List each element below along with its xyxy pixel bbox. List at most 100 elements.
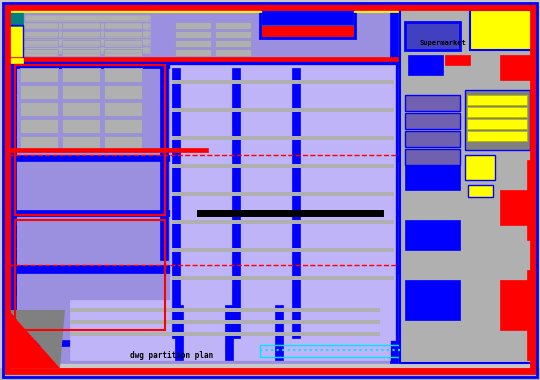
Bar [0,368,540,380]
Bar [62,136,100,150]
Bar [175,22,211,29]
Bar [8,225,16,235]
Bar [15,65,165,215]
Bar [170,65,395,340]
Bar [172,136,394,140]
Bar [62,102,100,116]
Bar [104,40,142,47]
Bar [62,85,100,99]
Bar [405,149,460,165]
Bar [8,96,16,108]
Bar [62,31,100,38]
Bar [172,276,394,280]
Bar [62,49,100,56]
Bar [104,22,142,29]
Bar [232,68,240,338]
Bar [405,280,460,320]
Bar [175,22,211,29]
Bar [175,305,183,360]
Bar [104,49,142,56]
Bar [15,220,165,330]
Bar [467,131,527,141]
Bar [25,15,150,21]
Bar [20,119,58,133]
Bar [467,119,527,129]
Bar [215,49,251,56]
Bar [20,22,58,29]
Bar [467,107,527,117]
Bar [104,68,142,82]
Bar [62,68,100,82]
Bar [8,273,16,283]
Bar [5,5,9,369]
Bar [70,320,380,324]
Bar [172,248,394,252]
Bar [104,31,142,38]
Bar [104,49,142,56]
Text: dwg partition plan: dwg partition plan [130,351,213,360]
Bar [20,49,58,56]
Bar [500,190,530,225]
Bar [406,23,459,49]
Bar [8,82,16,94]
Bar [104,119,142,133]
Bar [62,22,100,29]
Bar [172,220,394,224]
Bar [405,22,460,50]
Bar [172,192,394,196]
Bar [172,108,394,112]
Bar [104,119,142,133]
Bar [62,49,100,56]
Bar [8,249,16,259]
Bar [465,90,530,150]
Bar [215,40,251,47]
Bar [25,23,150,29]
Bar [250,60,258,265]
Bar [405,131,460,147]
Bar [8,8,398,12]
Bar [175,49,211,56]
Bar [62,40,100,47]
Bar [175,40,211,47]
Bar [175,49,211,56]
Bar [104,102,142,116]
Bar [445,55,470,65]
Bar [104,85,142,99]
Bar [25,39,150,45]
Bar [8,138,16,150]
Bar [20,85,58,99]
Bar [8,25,23,60]
Bar [104,136,142,150]
Bar [104,31,142,38]
Bar [467,95,527,105]
Bar [25,39,150,45]
Bar [20,68,58,82]
Bar [465,90,530,150]
Bar [5,369,535,373]
Bar [8,285,16,295]
Bar [527,270,535,360]
Polygon shape [8,310,60,368]
Bar [215,31,251,38]
Bar [20,85,58,99]
Bar [8,25,23,60]
Bar [20,136,58,150]
Bar [8,265,398,273]
Bar [104,102,142,116]
Bar [408,55,443,75]
Bar [467,107,527,117]
Bar [225,305,233,360]
Bar [104,68,142,82]
Bar [500,280,530,330]
Bar [175,31,211,38]
Bar [62,68,100,82]
Bar [215,22,251,29]
Bar [467,95,527,105]
Bar [468,185,493,197]
Bar [20,49,58,56]
Bar [215,31,251,38]
Bar [160,60,168,260]
Bar [62,85,100,99]
Bar [292,68,300,338]
Bar [467,119,527,129]
